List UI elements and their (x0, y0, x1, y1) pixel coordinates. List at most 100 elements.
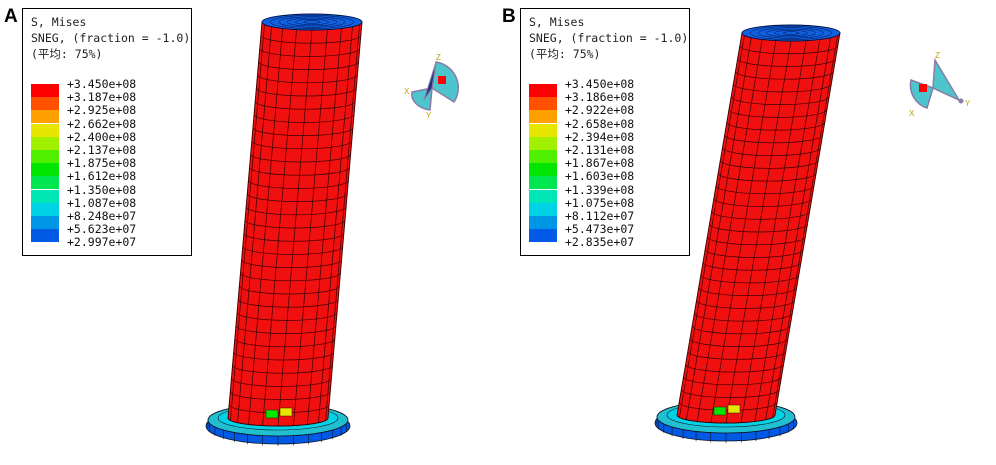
legend-label: +5.473e+07 (565, 222, 635, 237)
legend-swatch (31, 123, 59, 137)
cap-mesh (782, 31, 800, 35)
mesh-line (740, 40, 807, 423)
legend-swatch (529, 123, 557, 137)
cap-mesh (749, 26, 833, 40)
axis-label-z: Z (935, 51, 940, 60)
triad-axis (423, 61, 437, 101)
legend-swatch (31, 163, 59, 177)
legend-label: +1.612e+08 (67, 169, 137, 184)
legend-swatch (529, 84, 557, 97)
legend-label: +2.137e+08 (67, 143, 137, 157)
legend-label: +2.925e+08 (67, 103, 137, 118)
triad-plane (909, 79, 934, 109)
legend-label: +2.922e+08 (565, 103, 635, 118)
stress-patch (713, 406, 727, 416)
legend-label: +2.394e+08 (565, 129, 635, 144)
cap-mesh (295, 19, 329, 25)
mesh-line (318, 26, 353, 423)
legend-label: +3.450e+08 (565, 77, 635, 91)
stress-legend: S, Mises SNEG, (fraction = -1.0) (平均: 75… (22, 8, 192, 256)
mesh-line (262, 29, 297, 426)
mesh-line (293, 29, 328, 426)
model-b (654, 24, 841, 443)
cap-mesh (286, 17, 338, 27)
legend-average: (平均: 75%) (529, 47, 601, 61)
legend-label: +8.248e+07 (67, 209, 137, 223)
axis-label-y: Y (965, 99, 971, 108)
legend-label: +2.997e+07 (67, 235, 137, 250)
legend-swatch (529, 163, 557, 177)
legend-swatch (529, 136, 557, 150)
legend-swatch (529, 229, 557, 243)
legend-swatch (529, 97, 557, 111)
cap-mesh (758, 27, 824, 39)
legend-subtitle: SNEG, (fraction = -1.0) (529, 31, 689, 45)
mesh-line (307, 28, 342, 425)
legend-label: +2.658e+08 (565, 116, 635, 131)
legend-label: +2.835e+07 (565, 235, 635, 250)
stress-patch (265, 409, 279, 419)
column-cap (261, 13, 363, 31)
legend-label: +1.875e+08 (67, 156, 137, 171)
legend-label: +3.186e+08 (565, 90, 635, 105)
cap-mesh (270, 15, 354, 29)
triad-marker (438, 76, 446, 84)
mesh-line (725, 40, 792, 424)
panel-label: A (4, 6, 18, 27)
legend-swatch (31, 84, 59, 97)
legend-swatch (31, 229, 59, 243)
cap-mesh (766, 28, 816, 38)
legend-swatch (529, 189, 557, 203)
view-triad: Z X Y (909, 51, 971, 118)
triad-plane (932, 57, 961, 102)
legend-label: +1.603e+08 (565, 169, 635, 184)
mesh-line (277, 29, 313, 427)
stress-patch (279, 407, 293, 417)
legend-subtitle: SNEG, (fraction = -1.0) (31, 31, 191, 45)
panel-label: B (502, 6, 516, 27)
column-model: Z X Y (205, 13, 459, 446)
legend-swatch (529, 110, 557, 124)
stress-patch (727, 404, 741, 414)
panel-b: B S, Mises SNEG, (fraction = -1.0) (平均: … (498, 0, 996, 465)
legend-label: +1.350e+08 (67, 182, 137, 197)
legend-label: +3.450e+08 (67, 77, 137, 91)
cap-mesh (303, 20, 321, 24)
legend-swatch (31, 150, 59, 163)
legend-swatch (529, 202, 557, 216)
legend-swatch (31, 189, 59, 203)
stress-legend: S, Mises SNEG, (fraction = -1.0) (平均: 75… (520, 8, 690, 256)
legend-label: +2.400e+08 (67, 129, 137, 144)
mesh-line (230, 24, 265, 421)
axis-label-x: X (909, 109, 915, 118)
mesh-line (248, 28, 283, 425)
mesh-line (765, 37, 831, 420)
mesh-line (754, 39, 821, 422)
legend-label: +1.339e+08 (565, 182, 635, 197)
mesh-line (325, 24, 360, 421)
mesh-line (237, 26, 272, 423)
legend-title: S, Mises (31, 15, 87, 29)
mesh-line (772, 35, 838, 418)
cap-mesh (774, 30, 808, 36)
legend-swatch (31, 110, 59, 124)
model-a (205, 13, 363, 446)
legend-average: (平均: 75%) (31, 47, 103, 61)
legend-swatch (31, 97, 59, 111)
legend-swatch (31, 202, 59, 216)
legend-swatch (529, 216, 557, 229)
column-body (676, 32, 841, 424)
axis-label-z: Z (436, 53, 441, 62)
mesh-line (679, 35, 745, 418)
legend-swatch (529, 176, 557, 190)
legend-label: +8.112e+07 (565, 209, 635, 223)
legend-label: +1.867e+08 (565, 156, 635, 171)
mesh-line (710, 40, 777, 423)
axis-label-x: X (404, 87, 410, 96)
legend-swatch (31, 176, 59, 190)
column-model: Z X Y (654, 24, 971, 443)
triad-tip (958, 98, 964, 104)
legend-swatch (31, 136, 59, 150)
cap-mesh (278, 16, 346, 28)
mesh-line (686, 37, 752, 420)
